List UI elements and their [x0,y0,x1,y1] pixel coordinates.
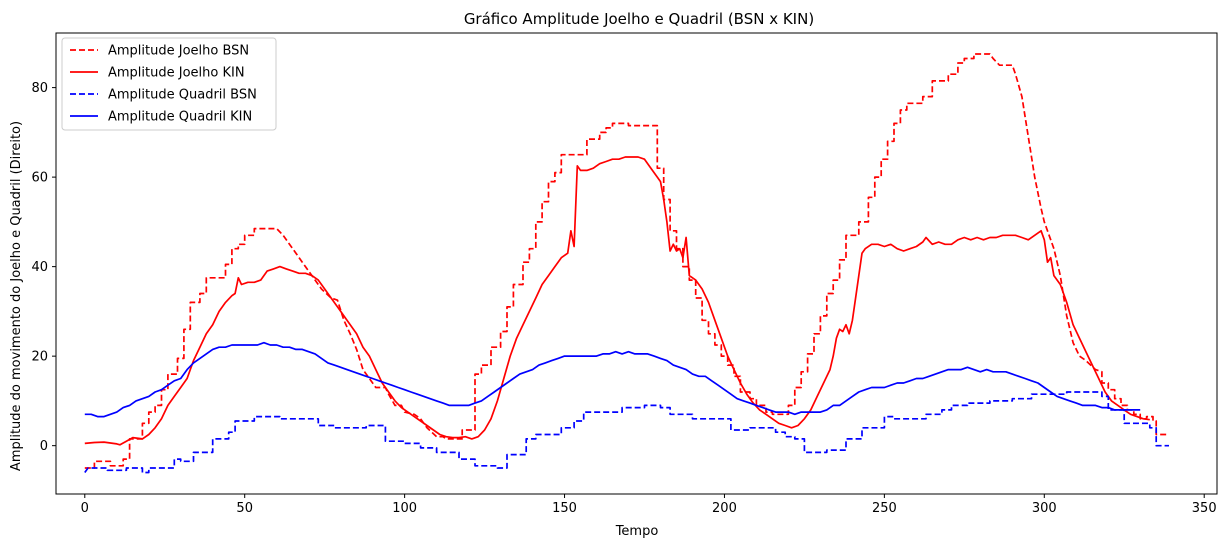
x-tick-label: 150 [552,501,577,516]
y-tick-label: 40 [31,260,48,275]
legend: Amplitude Joelho BSN Amplitude Joelho KIN… [61,37,277,131]
legend-label: Amplitude Quadril KIN [108,110,252,125]
x-tick-label: 0 [81,501,89,516]
plot-area-frame [55,32,1218,495]
x-tick-label: 250 [872,501,897,516]
x-tick-label: 100 [392,501,417,516]
y-tick-label: 60 [31,171,48,186]
series-line-2 [84,156,1150,446]
x-tick-label: 350 [1192,501,1217,516]
legend-label: Amplitude Joelho KIN [108,66,245,81]
x-tick-label: 50 [236,501,253,516]
y-tick-label: 80 [31,81,48,96]
x-tick-label: 300 [1032,501,1057,516]
series-line-1 [84,53,1169,469]
y-axis: 0 20 40 60 80 [31,81,56,454]
series-layer [84,53,1169,474]
legend-label: Amplitude Joelho BSN [108,44,249,59]
series-line-4 [84,341,1141,418]
legend-box [61,37,277,131]
y-axis-label: Amplitude do movimento do Joelho e Quadr… [9,121,24,471]
chart-title: Gráfico Amplitude Joelho e Quadril (BSN … [464,10,814,28]
x-axis-label: Tempo [615,524,659,539]
x-axis: 0 50 100 150 200 250 300 350 [81,494,1217,516]
y-tick-label: 20 [31,350,48,365]
series-line-3 [84,391,1169,474]
y-tick-label: 0 [40,439,48,454]
legend-label: Amplitude Quadril BSN [108,88,257,103]
x-tick-label: 200 [712,501,737,516]
